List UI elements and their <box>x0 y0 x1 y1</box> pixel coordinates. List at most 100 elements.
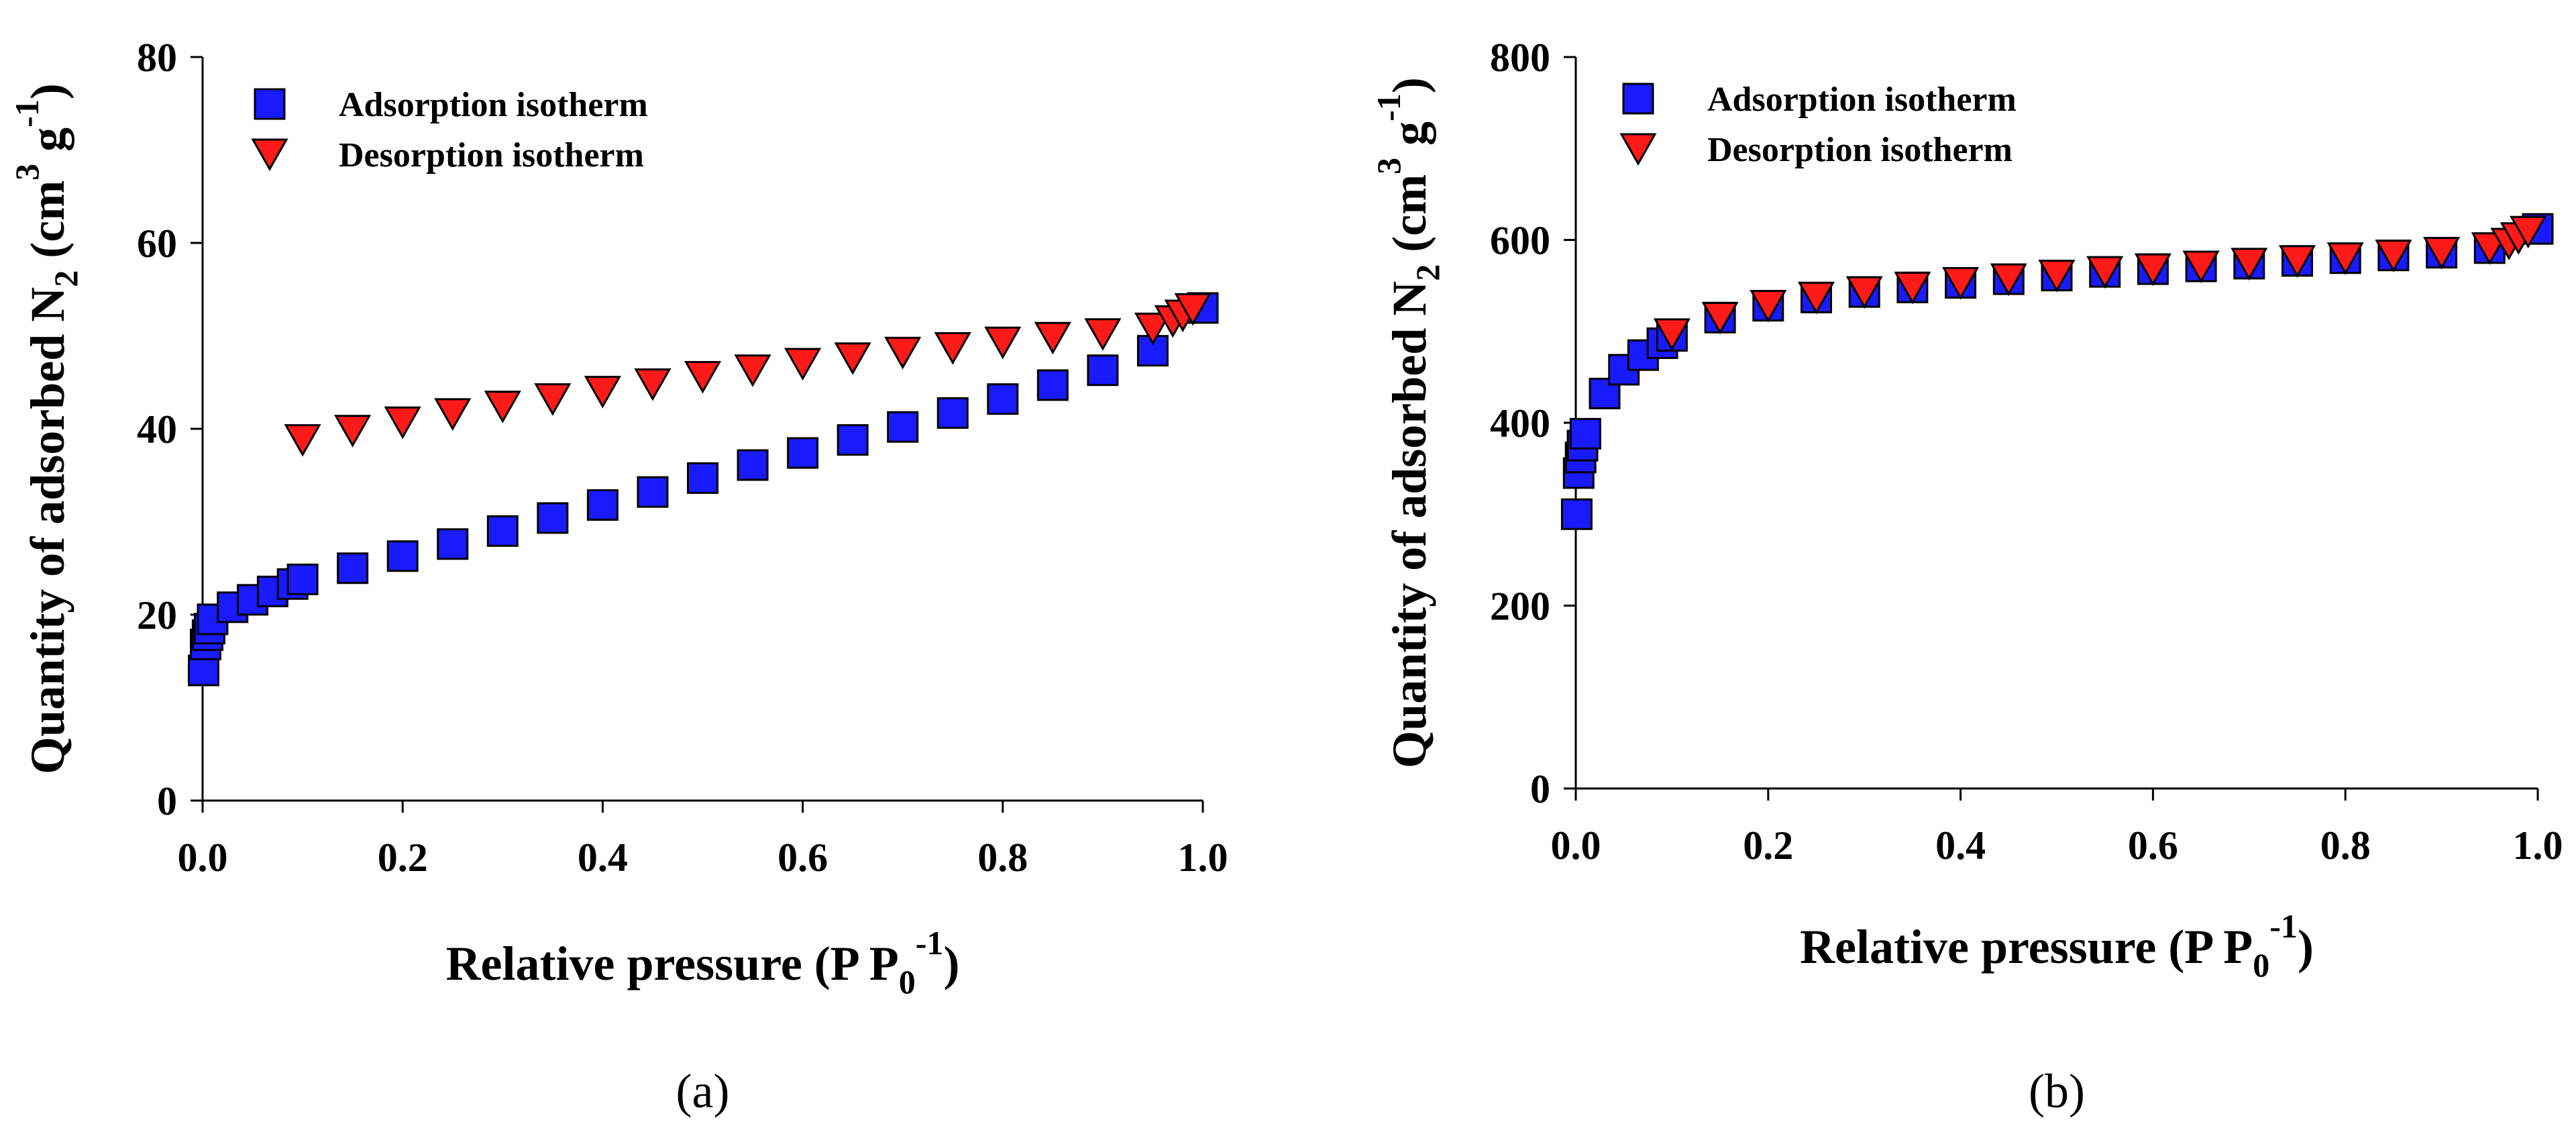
panel-label: (b) <box>2029 1064 2085 1118</box>
y-axis-title: Quantity of adsorbed N2 (cm3 g-1) <box>1370 77 1446 768</box>
data-point-triangle <box>384 406 421 440</box>
x-tick-label: 0.4 <box>1935 823 1986 868</box>
data-point-square <box>987 383 1019 415</box>
series-desorption <box>284 293 1212 457</box>
series-adsorption <box>187 292 1219 686</box>
data-point-triangle <box>2510 215 2547 249</box>
data-point-triangle <box>1750 290 1787 323</box>
data-point-square <box>1589 377 1621 409</box>
data-point-triangle <box>2423 237 2461 270</box>
data-point-triangle <box>1942 267 1980 300</box>
data-point-triangle <box>1990 263 2027 297</box>
x-tick-label: 1.0 <box>2513 823 2563 868</box>
y-tick-label: 0 <box>157 779 177 823</box>
data-point-triangle <box>1701 301 1739 335</box>
data-point-triangle <box>2375 240 2412 272</box>
data-point-square <box>1036 369 1069 401</box>
data-point-square <box>637 476 669 508</box>
data-point-triangle <box>2278 245 2316 278</box>
y-tick-label: 400 <box>1490 401 1550 446</box>
data-point-triangle <box>534 383 572 416</box>
data-point-square <box>337 552 369 584</box>
y-tick-label: 600 <box>1490 219 1550 263</box>
data-point-triangle <box>1134 312 1172 346</box>
data-point-square <box>737 449 769 481</box>
data-point-square <box>936 397 969 429</box>
data-point-square <box>1087 354 1119 387</box>
data-point-triangle <box>1084 318 1122 351</box>
data-point-square <box>286 563 319 595</box>
data-point-triangle <box>934 332 971 365</box>
y-tick-label: 0 <box>1530 767 1550 811</box>
x-tick-label: 0.2 <box>1743 823 1793 868</box>
x-tick-label: 0.6 <box>2128 823 2178 868</box>
legend-label: Desorption isotherm <box>339 136 644 174</box>
x-tick-label: 0.8 <box>2320 823 2371 868</box>
x-axis-title: Relative pressure (P P0-1) <box>1800 907 2314 984</box>
chart-panel-b: 0 200 400 600 800 0.0 0.2 0.4 0.6 0.8 1.0 Adsorptio… <box>1370 36 2563 1118</box>
data-point-square <box>787 437 819 469</box>
data-point-triangle <box>634 368 672 401</box>
legend: Adsorption isotherm Desorption isotherm <box>251 86 648 174</box>
data-point-square <box>187 654 219 686</box>
x-tick-label: 0.6 <box>777 835 828 880</box>
data-point-triangle <box>734 354 771 387</box>
data-point-triangle <box>834 342 871 375</box>
data-point-triangle <box>1797 281 1835 315</box>
data-point-triangle <box>884 336 922 370</box>
x-axis-title: Relative pressure (P P0-1) <box>446 924 960 1001</box>
y-axis-title: Quantity of adsorbed N2 (cm3 g-1) <box>8 83 85 774</box>
data-point-square <box>486 515 519 547</box>
data-point-triangle <box>2231 248 2268 280</box>
x-tick-label: 0.0 <box>178 835 228 880</box>
data-point-square <box>687 462 718 494</box>
series-desorption <box>1653 215 2547 351</box>
data-point-square <box>1136 335 1169 367</box>
y-tick-label: 200 <box>1490 584 1550 629</box>
x-tick-label: 0.2 <box>378 835 428 880</box>
data-point-square <box>887 411 919 443</box>
y-tick-label: 800 <box>1490 36 1550 80</box>
x-tick-label: 0.4 <box>578 835 628 880</box>
data-point-square <box>386 540 419 572</box>
chart-panel-a: 0 20 40 60 80 0.0 0.2 0.4 0.6 0.8 1.0 Adsorption is… <box>8 36 1228 1118</box>
data-point-square <box>586 489 619 521</box>
y-tick-label: 40 <box>137 407 177 452</box>
x-tick-label: 0.8 <box>977 835 1028 880</box>
data-point-triangle <box>2182 250 2220 284</box>
data-point-triangle <box>2038 260 2076 293</box>
data-point-square <box>1560 498 1593 530</box>
data-point-triangle <box>284 424 321 457</box>
data-point-square <box>537 502 569 534</box>
x-tick-label: 0.0 <box>1551 823 1601 868</box>
legend-label: Adsorption isotherm <box>1707 81 2017 119</box>
data-point-triangle <box>1619 133 1657 166</box>
x-tick-label: 1.0 <box>1178 835 1228 880</box>
data-point-triangle <box>2086 256 2124 289</box>
legend-label: Desorption isotherm <box>1707 131 2012 169</box>
data-point-square <box>254 88 286 120</box>
data-point-square <box>1622 83 1654 115</box>
legend: Adsorption isotherm Desorption isotherm <box>1619 81 2017 169</box>
panel-label: (a) <box>676 1064 730 1118</box>
y-tick-label: 60 <box>137 221 177 266</box>
data-point-triangle <box>684 360 722 394</box>
y-tick-label: 80 <box>137 36 177 80</box>
y-tick-label: 20 <box>137 593 177 638</box>
legend-label: Adsorption isotherm <box>339 86 648 124</box>
data-point-triangle <box>1894 271 1931 305</box>
data-point-triangle <box>251 138 288 172</box>
data-point-square <box>437 528 469 560</box>
data-point-square <box>1569 417 1601 450</box>
data-point-triangle <box>1653 318 1690 351</box>
data-point-triangle <box>1174 293 1212 326</box>
data-point-triangle <box>584 376 621 409</box>
data-point-triangle <box>1034 321 1071 355</box>
data-point-triangle <box>2134 253 2171 287</box>
data-point-square <box>837 424 869 456</box>
data-point-triangle <box>434 398 472 431</box>
data-point-triangle <box>784 348 822 381</box>
data-point-triangle <box>334 415 372 448</box>
data-point-triangle <box>484 391 521 423</box>
